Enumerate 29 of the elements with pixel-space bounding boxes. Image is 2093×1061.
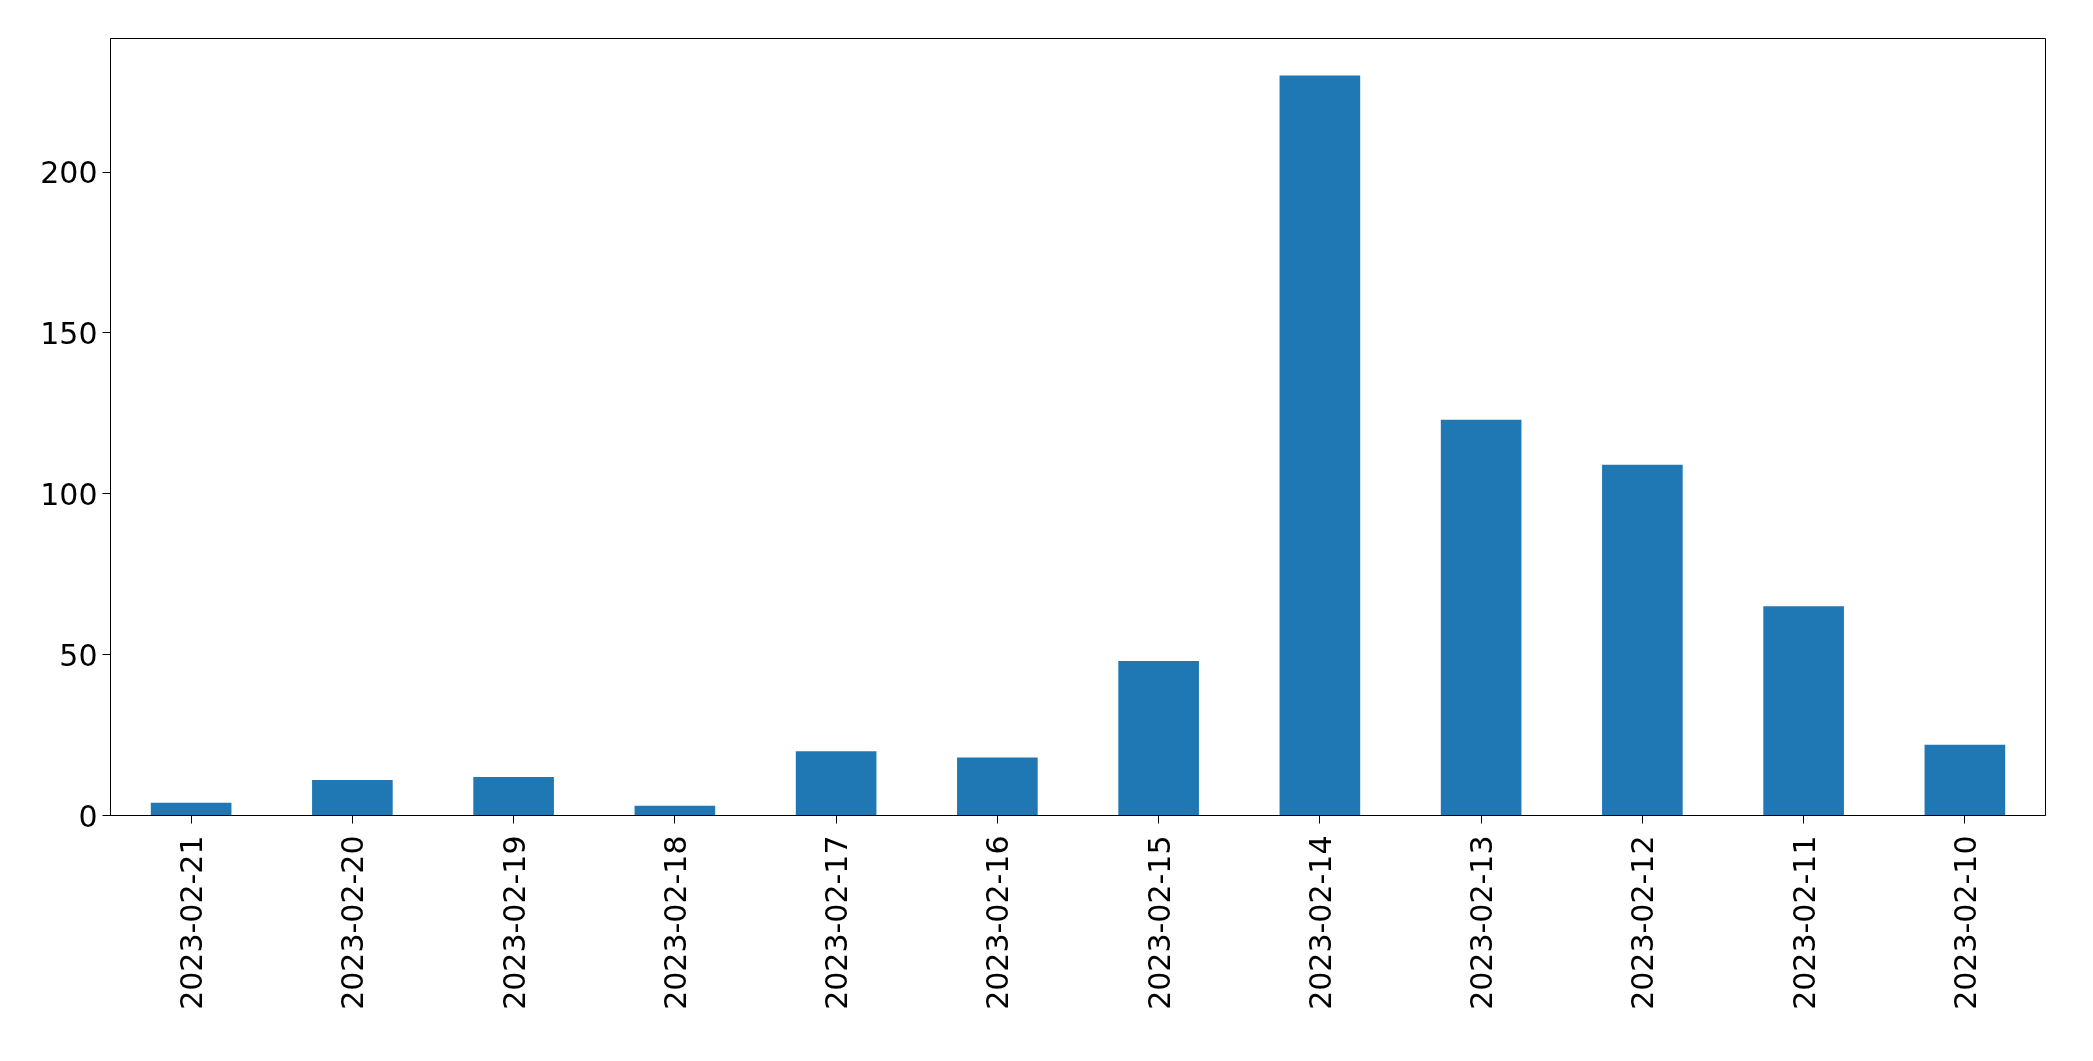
bar [473,776,554,816]
bar [312,780,393,816]
x-tick-label: 2023-02-14 [1302,835,1338,1010]
y-tick-label: 150 [40,315,98,351]
x-tick-label: 2023-02-19 [496,835,532,1010]
bar [1924,744,2006,816]
x-tick-label: 2023-02-10 [1947,835,1983,1010]
y-tick-label: 50 [59,637,98,673]
y-tick-label: 0 [78,798,98,834]
x-tick-label: 2023-02-12 [1625,835,1661,1010]
bar [1440,419,1522,816]
x-tick-label: 2023-02-18 [657,835,693,1010]
bar [1118,661,1199,816]
x-tick-label: 2023-02-20 [335,835,371,1010]
x-tick-label: 2023-02-11 [1786,835,1822,1010]
bar [150,802,232,816]
y-tick-label: 200 [40,155,98,191]
bar [1602,464,1683,816]
bar [957,757,1038,816]
y-tick-label: 100 [40,476,98,512]
x-tick-label: 2023-02-15 [1141,835,1177,1010]
bar [634,805,716,816]
bar [1763,606,1844,816]
bar [795,751,877,816]
x-tick-label: 2023-02-17 [819,835,855,1010]
x-tick-label: 2023-02-16 [980,835,1016,1010]
bar [1279,75,1361,816]
x-tick-label: 2023-02-21 [174,835,210,1010]
x-tick-label: 2023-02-13 [1464,835,1500,1010]
